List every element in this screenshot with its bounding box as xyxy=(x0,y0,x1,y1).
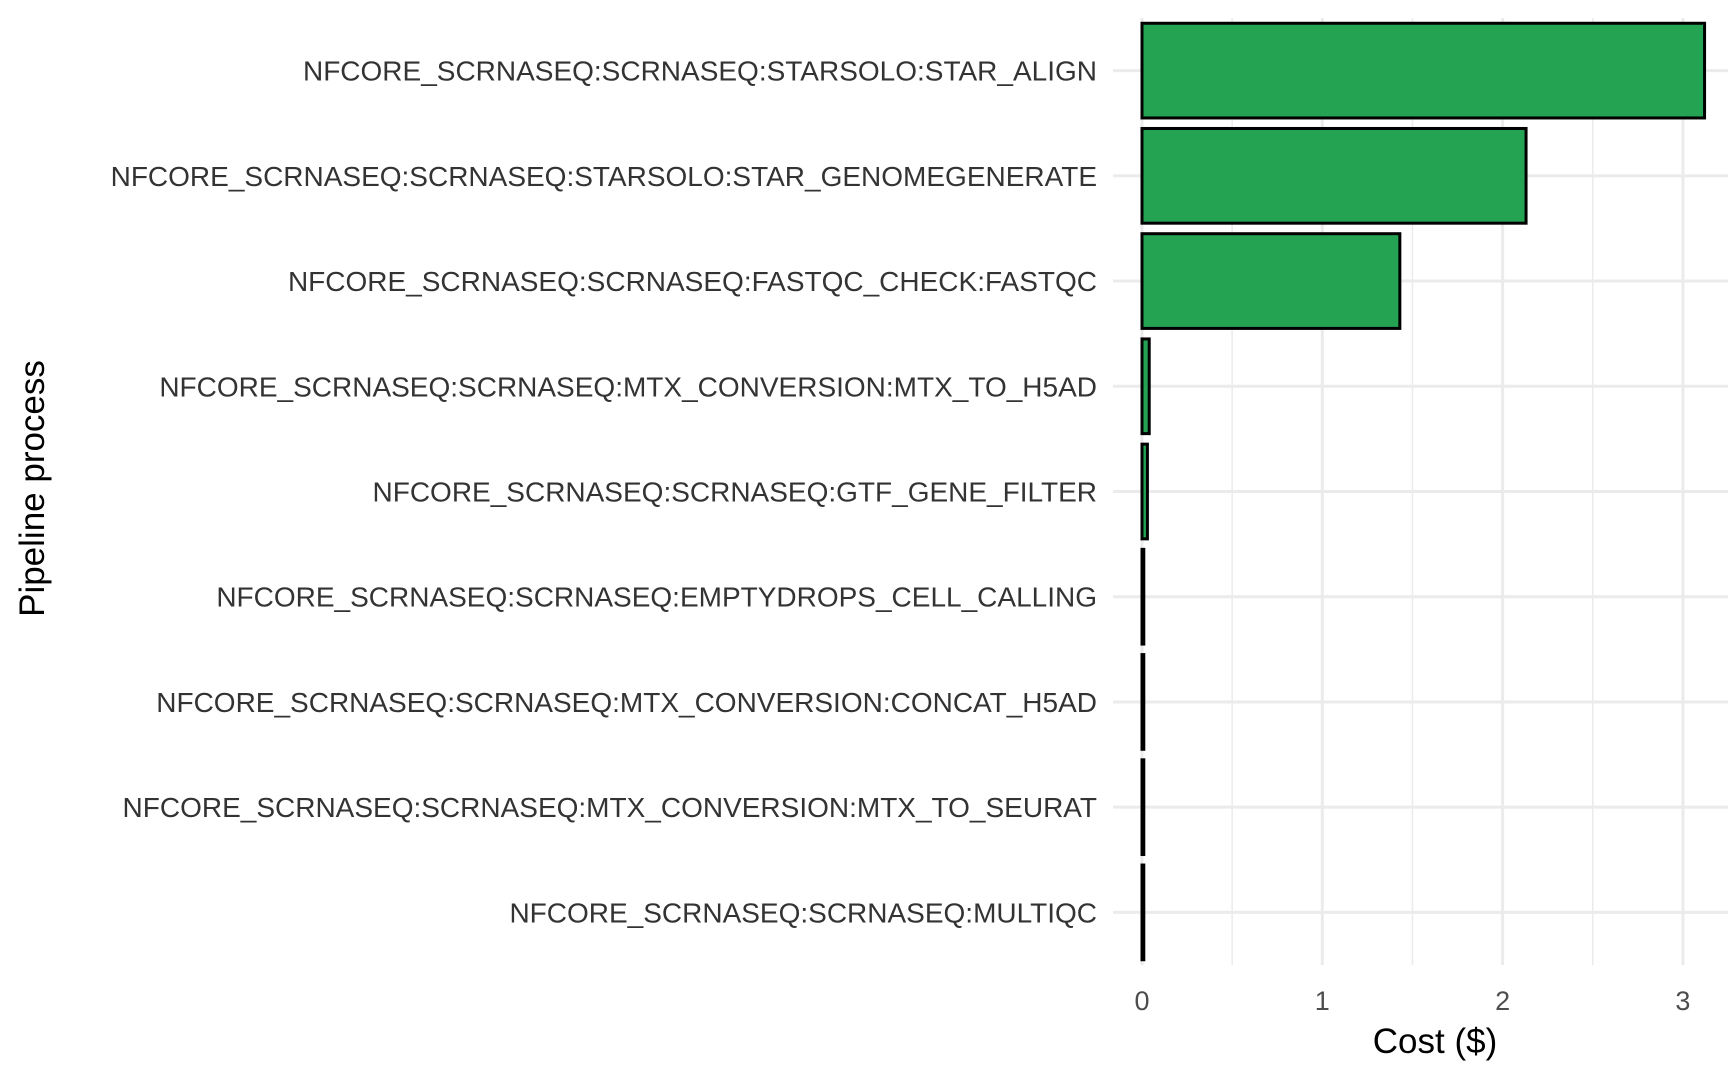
bar xyxy=(1140,21,1707,120)
y-tick-label: NFCORE_SCRNASEQ:SCRNASEQ:MTX_CONVERSION:… xyxy=(156,687,1097,718)
x-tick-label: 3 xyxy=(1675,986,1690,1016)
bar xyxy=(1140,547,1146,646)
bar xyxy=(1140,653,1146,751)
category-labels: NFCORE_SCRNASEQ:SCRNASEQ:STARSOLO:STAR_A… xyxy=(111,56,1097,929)
bar xyxy=(1140,758,1146,857)
y-tick-label: NFCORE_SCRNASEQ:SCRNASEQ:FASTQC_CHECK:FA… xyxy=(288,266,1097,297)
bar xyxy=(1140,442,1149,541)
x-tick-labels: 0 1 2 3 xyxy=(1134,986,1690,1016)
y-tick-label: NFCORE_SCRNASEQ:SCRNASEQ:STARSOLO:STAR_G… xyxy=(111,161,1097,192)
y-tick-label: NFCORE_SCRNASEQ:SCRNASEQ:GTF_GENE_FILTER xyxy=(373,477,1098,508)
y-tick-label: NFCORE_SCRNASEQ:SCRNASEQ:EMPTYDROPS_CELL… xyxy=(216,582,1097,613)
bar xyxy=(1140,232,1402,330)
bar xyxy=(1140,337,1151,436)
bar xyxy=(1140,863,1146,962)
y-axis-title: Pipeline process xyxy=(13,360,52,617)
y-tick-label: NFCORE_SCRNASEQ:SCRNASEQ:MULTIQC xyxy=(509,897,1097,928)
x-tick-label: 2 xyxy=(1495,986,1510,1016)
x-tick-label: 0 xyxy=(1134,986,1149,1016)
bar xyxy=(1140,126,1528,225)
y-tick-label: NFCORE_SCRNASEQ:SCRNASEQ:MTX_CONVERSION:… xyxy=(123,792,1097,823)
x-axis-title: Cost ($) xyxy=(1373,1022,1497,1061)
bars xyxy=(1140,21,1707,962)
y-tick-label: NFCORE_SCRNASEQ:SCRNASEQ:MTX_CONVERSION:… xyxy=(159,371,1097,402)
y-tick-label: NFCORE_SCRNASEQ:SCRNASEQ:STARSOLO:STAR_A… xyxy=(303,56,1097,87)
x-tick-label: 1 xyxy=(1315,986,1330,1016)
